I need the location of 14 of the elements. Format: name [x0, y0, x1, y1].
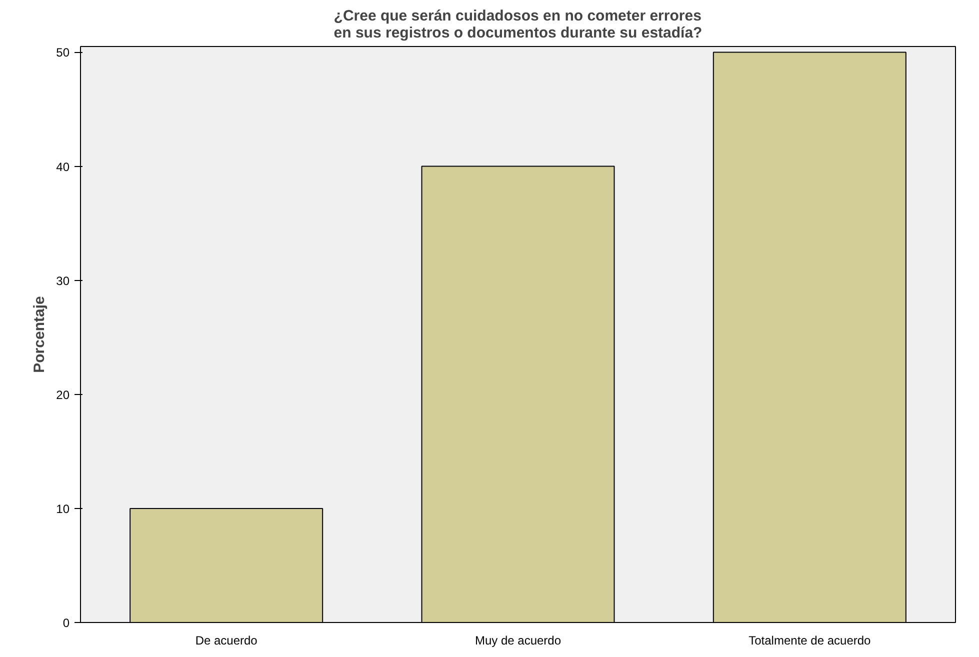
x-tick-label: Totalmente de acuerdo	[748, 634, 872, 648]
y-tick-label: 10	[56, 502, 70, 516]
y-tick-label: 20	[56, 388, 70, 402]
x-tick-label: Muy de acuerdo	[474, 634, 562, 648]
y-axis-title: Porcentaje	[31, 296, 48, 373]
bar	[712, 52, 906, 622]
chart-title: ¿Cree que serán cuidadosos en no cometer errores en sus registros o documentos durante su estadía?	[334, 8, 702, 42]
y-tick-label: 50	[56, 46, 70, 60]
bar	[130, 508, 324, 622]
bar	[421, 166, 615, 622]
y-tick-label: 30	[56, 274, 70, 288]
y-tick-label: 40	[56, 160, 70, 174]
x-tick-label: De acuerdo	[195, 634, 258, 648]
y-tick-label: 0	[62, 616, 70, 630]
